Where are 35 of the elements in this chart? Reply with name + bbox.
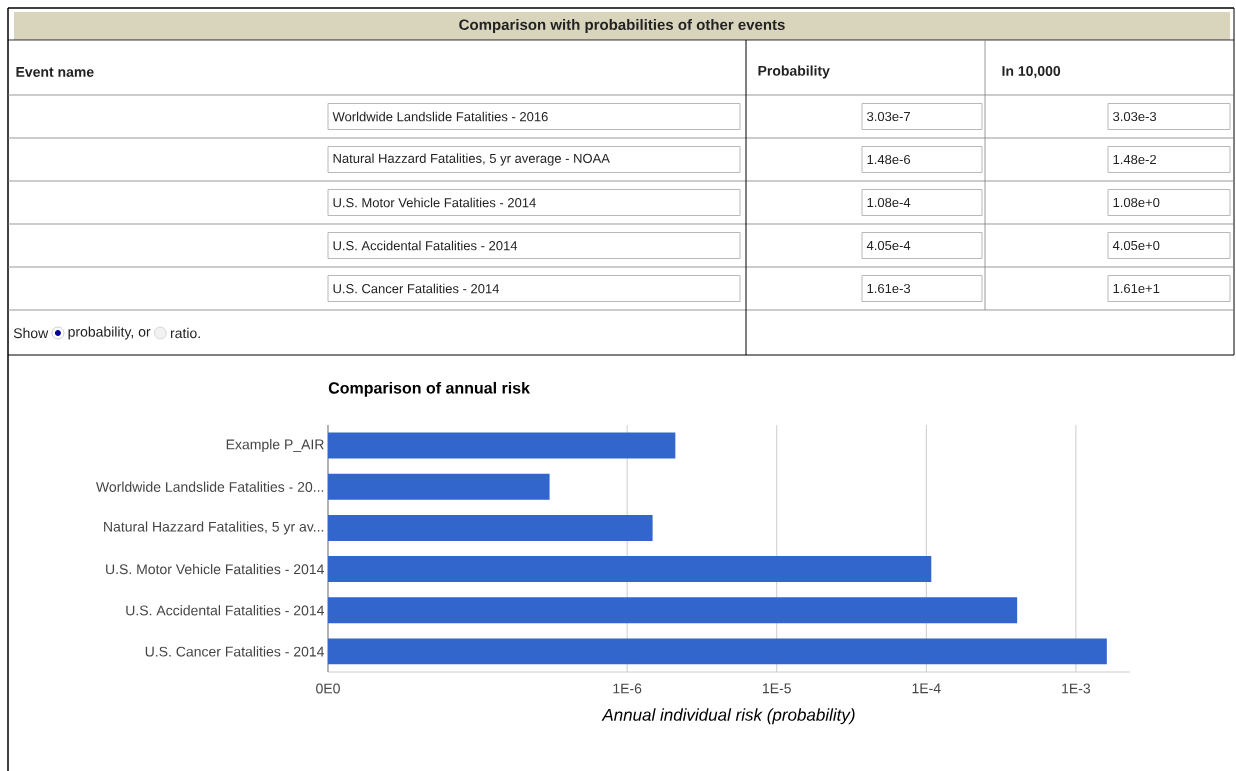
text: 1.48e-2 bbox=[1113, 154, 1156, 165]
text: probability, or bbox=[68, 326, 151, 340]
y-tick-label: U.S. Cancer Fatalities - 2014 bbox=[145, 646, 325, 657]
text: 1.08e-4 bbox=[867, 197, 911, 208]
text: U.S. Cancer Fatalities - 2014 bbox=[333, 283, 500, 294]
x-tick-label: 0E0 bbox=[316, 683, 340, 694]
text: U.S. Motor Vehicle Fatalities - 2014 bbox=[333, 197, 536, 208]
text: Comparison with probabilities of other events bbox=[459, 19, 785, 33]
y-tick-label: Natural Hazzard Fatalities, 5 yr av... bbox=[104, 521, 324, 535]
text: In 10,000 bbox=[1002, 66, 1061, 78]
text: Worldwide Landslide Fatalities - 2016 bbox=[332, 111, 548, 122]
text: 1.08e+0 bbox=[1113, 197, 1160, 208]
text: ratio. bbox=[170, 327, 200, 339]
text: 1.48e-6 bbox=[867, 154, 911, 165]
text: Natural Hazzard Fatalities, 5 yr average - NOAA bbox=[333, 153, 610, 166]
x-tick-label: 1E-5 bbox=[763, 683, 791, 694]
y-tick-label: U.S. Motor Vehicle Fatalities - 2014 bbox=[106, 563, 324, 575]
x-tick-label: 1E-6 bbox=[613, 683, 642, 694]
text: Event name bbox=[16, 67, 94, 77]
text: 1.61e-3 bbox=[867, 283, 911, 294]
y-tick-label: Worldwide Landslide Fatalities - 20... bbox=[96, 481, 324, 492]
text: Probability bbox=[758, 65, 830, 79]
text: 3.03e-7 bbox=[867, 111, 910, 122]
text: 4.05e+0 bbox=[1112, 240, 1160, 251]
text: 3.03e-3 bbox=[1113, 111, 1157, 122]
text: 4.05e-4 bbox=[866, 240, 911, 251]
x-axis-title: Annual individual risk (probability) bbox=[601, 708, 855, 725]
chart-title: Comparison of annual risk bbox=[328, 381, 531, 397]
x-tick-label: 1E-3 bbox=[1062, 683, 1091, 694]
text: 1.61e+1 bbox=[1113, 283, 1160, 294]
text: U.S. Accidental Fatalities - 2014 bbox=[333, 240, 518, 251]
text: Show bbox=[13, 327, 49, 339]
y-tick-label: U.S. Accidental Fatalities - 2014 bbox=[126, 605, 325, 616]
y-tick-label: Example P_AIR bbox=[226, 439, 324, 453]
x-tick-label: 1E-4 bbox=[912, 683, 941, 694]
